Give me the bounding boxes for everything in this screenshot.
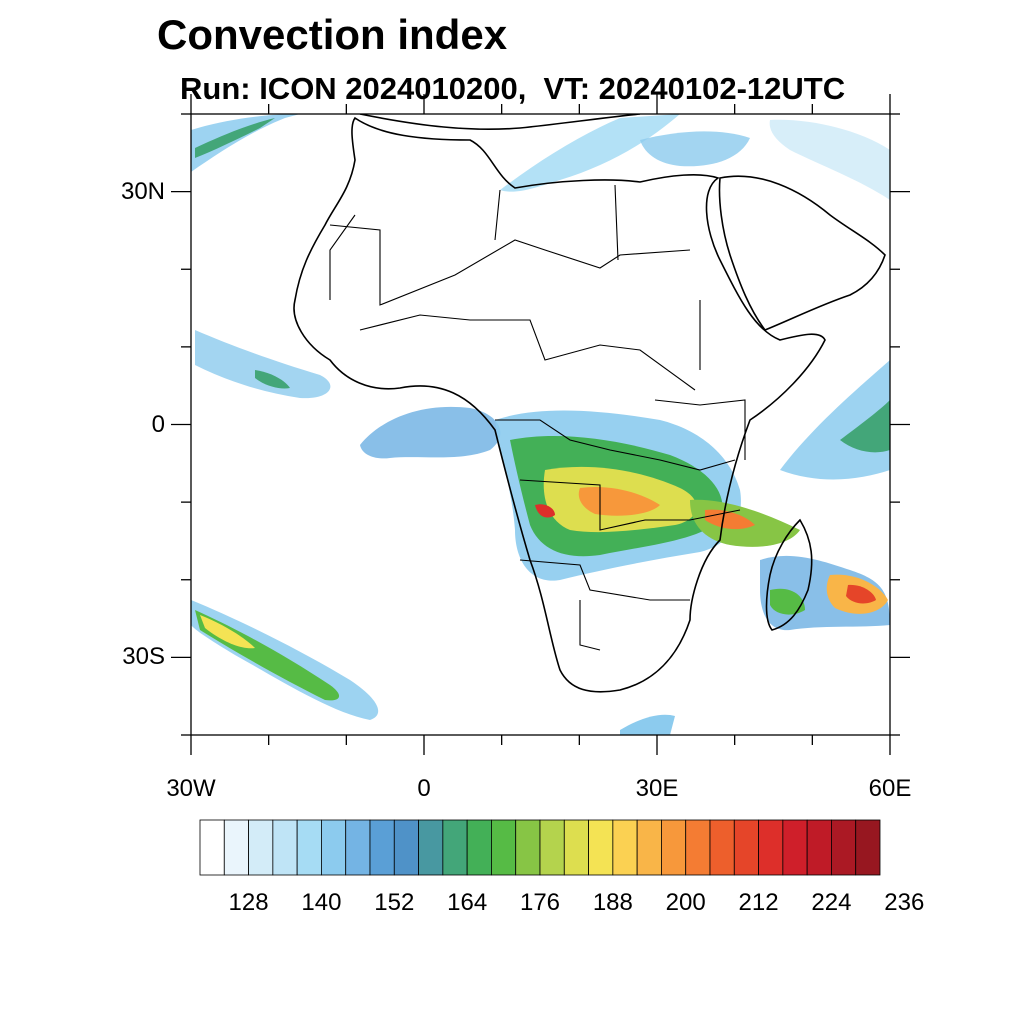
colorbar-swatch: [491, 819, 517, 876]
map-title: Convection index: [157, 11, 508, 58]
colorbar-swatch: [248, 819, 274, 876]
colorbar-swatch: [515, 819, 541, 876]
colorbar-label: 164: [447, 889, 488, 916]
colorbar-label: 176: [519, 889, 561, 916]
lon-tick-label: 30E: [635, 775, 679, 802]
convection-area-madagascar-red: [846, 584, 876, 604]
convection-area-nw-core: [195, 118, 275, 158]
colorbar-swatch: [418, 819, 444, 876]
colorbar-swatch: [709, 819, 735, 876]
colorbar-swatch: [199, 819, 225, 876]
europe-coastline: [359, 114, 641, 131]
border-south: [519, 559, 690, 651]
colorbar-swatch: [782, 819, 808, 876]
colorbar-label: 128: [228, 889, 269, 916]
convection-area-indian-ocean-core: [840, 400, 890, 453]
border-south-central: [519, 479, 741, 531]
run-subtitle: Run: ICON 2024010200, VT: 20240102-12UTC: [180, 71, 846, 106]
convection-area-south: [620, 714, 675, 735]
colorbar-swatch: [539, 819, 565, 876]
colorbar-label: 152: [374, 889, 415, 916]
colorbar-swatch: [612, 819, 638, 876]
lon-tick-label: 60E: [868, 775, 912, 802]
lat-tick-label: 30S: [122, 643, 165, 671]
axis-ticks: [171, 94, 910, 755]
lon-tick-label: 0: [417, 775, 431, 802]
colorbar-swatch: [733, 819, 759, 876]
colorbar-label: 188: [592, 889, 633, 916]
coastlines: [293, 114, 886, 693]
colorbar-label: 236: [884, 889, 925, 916]
africa-coastline: [293, 116, 826, 693]
colorbar-swatch: [636, 819, 662, 876]
colorbar-swatch: [806, 819, 832, 876]
colorbar-swatch: [223, 819, 249, 876]
colorbar-swatch: [855, 819, 881, 876]
convection-area-nw: [191, 114, 300, 172]
colorbar-label: 224: [811, 889, 852, 916]
lon-tick-label: 30W: [166, 775, 216, 802]
convection-area-arabia: [769, 119, 890, 200]
colorbar-swatch: [588, 819, 614, 876]
convection-area-mediterranean: [500, 114, 680, 192]
arabia-coastline: [718, 175, 886, 331]
lat-tick-label: 0: [151, 410, 165, 438]
border-sahel: [359, 314, 696, 391]
colorbar-swatch: [831, 819, 857, 876]
colorbar-swatch: [758, 819, 784, 876]
convection-area-guinea: [360, 406, 501, 459]
border-sahara: [329, 224, 691, 306]
colorbar-swatch: [563, 819, 589, 876]
colorbar-swatch: [345, 819, 371, 876]
colorbar-swatch: [466, 819, 492, 876]
convection-area-sw-band-yellow: [200, 615, 255, 649]
colorbar-swatch: [296, 819, 322, 876]
border-north: [329, 184, 619, 300]
border-east: [654, 300, 746, 460]
convection-area-eastmed: [640, 131, 750, 167]
convection-area-madagascar-green: [770, 588, 805, 615]
convection-field: [191, 114, 890, 735]
lat-tick-label: 30N: [120, 177, 165, 205]
colorbar-label: 212: [738, 889, 779, 916]
colorbar-swatch: [661, 819, 687, 876]
country-borders: [329, 184, 746, 651]
border-central: [495, 419, 736, 471]
colorbar-swatch: [393, 819, 419, 876]
colorbar-swatch: [442, 819, 468, 876]
colorbar-swatch: [369, 819, 395, 876]
colorbar-label: 200: [665, 889, 706, 916]
convection-area-westafrica-core: [255, 370, 290, 389]
madagascar-coastline: [765, 518, 813, 631]
convection-area-central-red: [535, 504, 555, 518]
colorbar-swatch: [272, 819, 298, 876]
colorbar-label: 140: [301, 889, 342, 916]
convection-area-central-orange: [578, 486, 660, 516]
convection-area-westafrica: [195, 330, 331, 399]
colorbar: [199, 819, 881, 876]
colorbar-swatch: [321, 819, 347, 876]
colorbar-swatch: [685, 819, 711, 876]
